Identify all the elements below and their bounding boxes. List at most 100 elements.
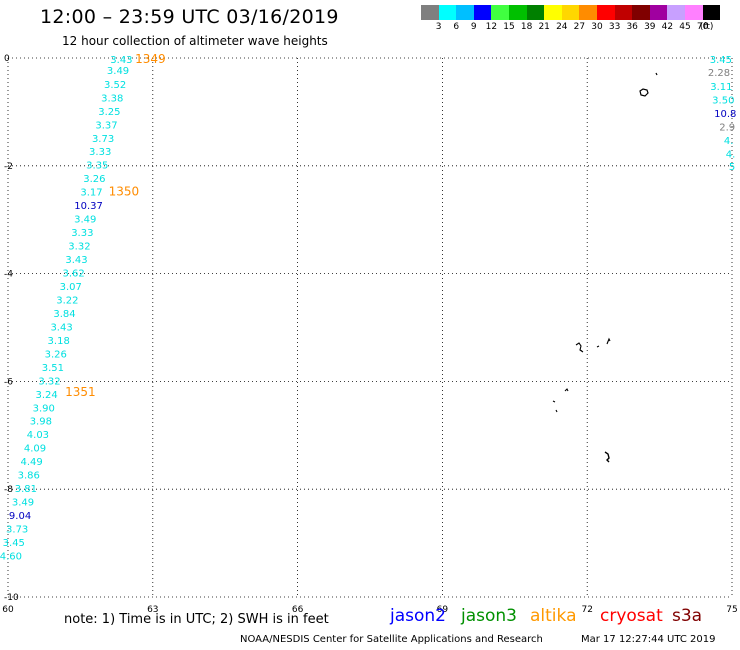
legend-swatch [614,5,633,20]
mission-label-s3a: s3a [672,606,703,626]
swh-value-label: 3.49 [74,215,96,226]
legend-label: 9 [470,22,477,32]
legend-swatch [667,5,685,20]
satellite-tracks: 3.433.493.523.383.253.373.733.333.353.26… [0,55,736,562]
legend-swatch [421,5,439,20]
legend-label: 18 [520,22,533,32]
swh-value-label: 3.26 [45,349,67,360]
page-subtitle: 12 hour collection of altimeter wave hei… [62,34,328,48]
island-outline [575,337,611,353]
legend-label: 45 [679,22,691,32]
swh-value-label: 4. [724,136,734,147]
swh-value-label: 3.50 [712,96,734,107]
swh-value-label: 4. [726,149,736,160]
legend-swatch [596,5,615,20]
pass-time-label: 1349 [135,52,166,66]
island-outline [552,388,569,413]
axis-ticks: 60 63 66 69 72 75 0 -2 -4 -6 -8 -10 [2,54,737,615]
legend-swatch [508,5,527,20]
swh-value-label: 4.60 [0,551,22,562]
swh-value-label: 3.43 [50,322,72,333]
island-outline [639,72,658,97]
legend-label: 39 [644,22,656,32]
legend-swatch [561,5,580,20]
swh-value-label: 3.33 [71,228,93,239]
legend-swatch [579,5,597,20]
swh-value-label: 3.18 [48,336,70,347]
swh-value-label: 3.25 [98,107,120,118]
legend-swatch [456,5,474,20]
swh-value-label: 3.43 [110,55,132,66]
pass-time-label: 1351 [65,385,96,399]
lon-tick-label: 63 [147,605,158,615]
swh-value-label: 3.45 [3,538,25,549]
legend-label: 70 [696,22,709,32]
swh-value-label: 3.17 [80,188,102,199]
legend-swatch [526,5,545,20]
swh-value-label: 3.32 [68,242,90,253]
swh-value-label: 4.03 [27,430,49,441]
swh-value-label: 3.49 [107,66,129,77]
lon-tick-label: 66 [292,605,304,615]
legend-swatch [438,5,457,20]
legend-label: 27 [573,22,586,32]
wave-height-legend: 3 6 9 12 15 18 21 24 27 30 33 36 39 42 45 70 (ft) [421,5,740,33]
mission-label-cryosat: cryosat [600,606,663,626]
swh-value-label: 3.45 [710,55,732,66]
pass-time-labels: 1349 1350 1351 [65,52,166,399]
lat-tick-label: 0 [4,54,10,64]
island-outline [604,451,610,463]
swh-value-label: 4.09 [24,444,46,455]
legend-label: 6 [453,22,460,32]
swh-value-label: 9.04 [9,511,31,522]
lat-tick-label: -6 [4,377,13,387]
swh-value-label: 3.33 [89,147,111,158]
swh-value-label: 3.73 [6,525,28,536]
swh-value-label: 2.9 [719,122,735,133]
credit-line: NOAA/NESDIS Center for Satellite Applica… [240,634,543,645]
swh-value-label: 3.84 [53,309,75,320]
swh-value-label: 3.11 [710,82,732,93]
legend-label: 21 [538,22,550,32]
lon-tick-label: 60 [2,605,14,615]
swh-value-label: 3.49 [12,498,34,509]
legend-label: 30 [591,22,603,32]
swh-value-label: 2.28 [708,68,730,79]
swh-value-label: 3.90 [33,403,55,414]
swh-value-label: 3.51 [42,363,64,374]
generated-timestamp: Mar 17 12:27:44 UTC 2019 [581,634,716,645]
swh-value-label: 4.49 [21,457,43,468]
legend-label: 36 [626,22,638,32]
legend-label: 12 [485,22,498,32]
mission-label-jason3: jason3 [461,606,517,626]
track-east-edge: 3.45 2.28 3.11 3.50 10.8 2.9 4. 4. 5 [708,55,737,173]
swh-value-label: 3.52 [104,80,126,91]
swh-value-label: 3.32 [38,376,60,387]
swh-value-label: 3.98 [30,417,52,428]
legend-label: 42 [661,22,674,32]
swh-value-label: 3.38 [101,93,123,104]
swh-value-label: 10.37 [74,201,103,212]
swh-value-label: 10.8 [714,109,736,120]
footer-note: note: 1) Time is in UTC; 2) SWH is in fe… [64,612,329,627]
swh-value-label: 3.73 [92,134,114,145]
legend-unit: (ft) [699,22,714,32]
swh-value-label: 3.35 [86,161,108,172]
lon-tick-label: 69 [437,605,449,615]
legend-label: 15 [503,22,515,32]
swh-value-label: 3.81 [15,484,37,495]
lat-tick-label: -8 [4,485,13,495]
pass-time-label: 1350 [109,185,140,199]
mission-label-jason2: jason2 [390,606,446,626]
swh-value-label: 3.62 [63,269,85,280]
track-altika-west: 3.433.493.523.383.253.373.733.333.353.26… [0,55,133,562]
legend-label: 24 [556,22,568,32]
swh-value-label: 3.86 [18,471,40,482]
legend-label: 33 [608,22,621,32]
lat-tick-label: -10 [4,593,19,603]
legend-swatch [649,5,668,20]
legend-swatch [491,5,509,20]
legend-swatch [684,5,703,20]
